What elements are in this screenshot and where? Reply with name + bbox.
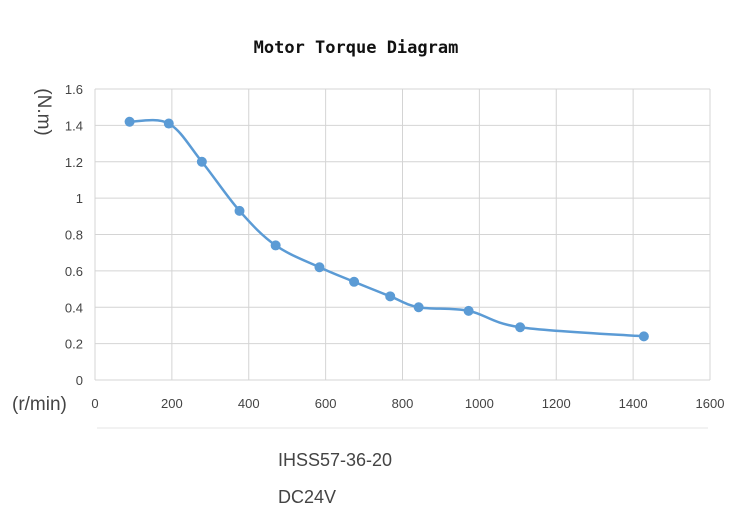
model-label: IHSS57-36-20: [278, 450, 392, 470]
y-axis-ticks: 0 0.2 0.4 0.6 0.8 1 1.2 1.4 1.6: [65, 82, 83, 388]
x-tick-label: 0: [91, 396, 98, 411]
y-tick-label: 0.4: [65, 300, 83, 315]
x-tick-label: 600: [315, 396, 337, 411]
data-point: [515, 322, 526, 333]
chart-title: Motor Torque Diagram: [254, 38, 459, 58]
series-layer: [124, 116, 649, 342]
data-point: [385, 291, 396, 302]
grid: [94, 88, 711, 381]
data-point: [413, 302, 424, 313]
y-tick-label: 1.2: [65, 155, 83, 170]
data-point: [124, 116, 135, 127]
y-tick-label: 0.8: [65, 228, 83, 243]
data-point: [163, 118, 174, 129]
y-tick-label: 0: [76, 373, 83, 388]
voltage-label: DC24V: [278, 487, 336, 507]
data-point: [314, 262, 325, 273]
data-point: [234, 205, 245, 216]
data-point: [349, 276, 360, 287]
x-tick-label: 200: [161, 396, 183, 411]
data-point: [638, 331, 649, 342]
x-axis-ticks: 0 200 400 600 800 1000 1200 1400 1600: [91, 396, 724, 411]
x-tick-label: 800: [392, 396, 414, 411]
y-tick-label: 0.6: [65, 264, 83, 279]
x-tick-label: 1600: [696, 396, 725, 411]
x-tick-label: 400: [238, 396, 260, 411]
y-axis-label: (N.m): [33, 88, 54, 135]
y-tick-label: 1.4: [65, 118, 83, 133]
x-tick-label: 1000: [465, 396, 494, 411]
data-point: [463, 305, 474, 316]
y-tick-label: 0.2: [65, 337, 83, 352]
data-point: [196, 156, 207, 167]
y-tick-label: 1: [76, 191, 83, 206]
data-point: [270, 240, 281, 251]
y-tick-label: 1.6: [65, 82, 83, 97]
x-tick-label: 1400: [619, 396, 648, 411]
torque-curve: [129, 118, 644, 338]
x-tick-label: 1200: [542, 396, 571, 411]
x-axis-label: (r/min): [12, 394, 67, 415]
